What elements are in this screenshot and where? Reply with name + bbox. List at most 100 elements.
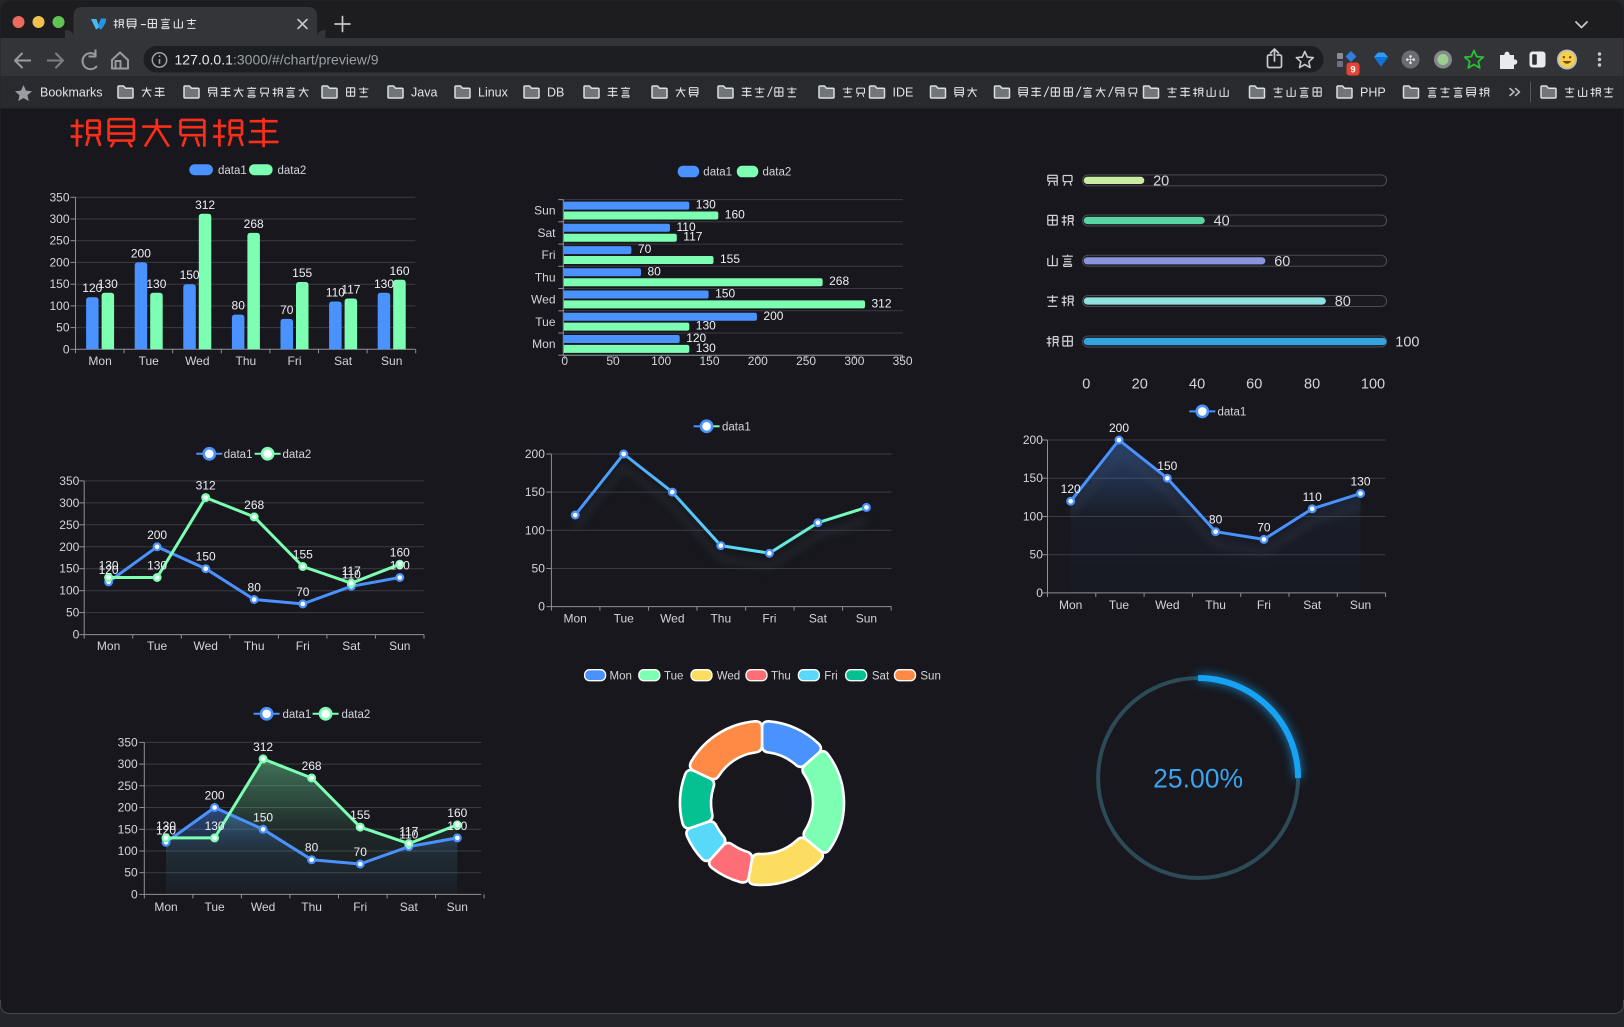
svg-text:100: 100 [118, 844, 138, 858]
svg-text:117: 117 [683, 230, 702, 244]
svg-text:100: 100 [1023, 510, 1043, 524]
svg-text:130: 130 [390, 559, 410, 573]
svg-text:Mon: Mon [610, 671, 632, 683]
svg-text:130: 130 [156, 819, 176, 833]
svg-text:Wed: Wed [717, 671, 740, 683]
svg-text:Tue: Tue [147, 639, 168, 653]
svg-text:110: 110 [342, 567, 361, 581]
svg-text:Sat: Sat [809, 612, 828, 626]
svg-text:Fri: Fri [542, 248, 556, 262]
svg-text:Tue: Tue [535, 315, 556, 329]
svg-text:Sun: Sun [381, 354, 402, 368]
svg-text:130: 130 [1350, 475, 1370, 489]
svg-text:312: 312 [195, 198, 215, 212]
svg-text:200: 200 [1109, 421, 1129, 435]
svg-text:200: 200 [748, 354, 768, 368]
svg-text:Mon: Mon [88, 354, 111, 368]
svg-text:0: 0 [1036, 586, 1043, 600]
svg-text:350: 350 [893, 354, 913, 368]
svg-text:Tue: Tue [614, 612, 635, 626]
svg-text:100: 100 [651, 354, 671, 368]
svg-text:Sun: Sun [534, 204, 555, 218]
svg-text:50: 50 [56, 321, 70, 335]
svg-text:80: 80 [1304, 377, 1320, 393]
svg-text:data2: data2 [283, 449, 312, 461]
svg-text:50: 50 [606, 354, 620, 368]
svg-text:200: 200 [147, 528, 167, 542]
svg-text:Tue: Tue [1109, 598, 1130, 612]
svg-text:200: 200 [131, 246, 151, 260]
svg-text:data2: data2 [342, 709, 371, 721]
svg-text:50: 50 [1030, 548, 1044, 562]
svg-text:150: 150 [196, 550, 216, 564]
svg-text:Fri: Fri [824, 671, 837, 683]
svg-text:Java: Java [411, 86, 437, 100]
svg-text:150: 150 [715, 287, 735, 301]
svg-text:70: 70 [638, 242, 652, 256]
svg-text:Thu: Thu [535, 270, 556, 284]
svg-text:100: 100 [1361, 377, 1385, 393]
svg-text:40: 40 [1214, 214, 1230, 230]
svg-text:120: 120 [1061, 482, 1081, 496]
svg-text:350: 350 [59, 474, 79, 488]
svg-text:130: 130 [146, 277, 166, 291]
svg-text:160: 160 [447, 806, 467, 820]
svg-text:80: 80 [1209, 513, 1223, 527]
svg-text:120: 120 [82, 281, 102, 295]
svg-text:160: 160 [725, 208, 745, 222]
svg-text:Fri: Fri [296, 639, 310, 653]
svg-text:70: 70 [354, 845, 368, 859]
svg-text:Tue: Tue [664, 671, 683, 683]
svg-text:0: 0 [73, 628, 80, 642]
svg-text:200: 200 [59, 540, 79, 554]
svg-text:Fri: Fri [1257, 598, 1271, 612]
svg-text:130: 130 [696, 341, 716, 355]
svg-text:80: 80 [1335, 294, 1351, 310]
svg-text:25.00%: 25.00% [1153, 764, 1243, 794]
svg-text:Mon: Mon [564, 612, 587, 626]
svg-text:Tue: Tue [204, 900, 225, 914]
svg-text:150: 150 [525, 485, 545, 499]
svg-text:200: 200 [118, 801, 138, 815]
svg-text:120: 120 [686, 331, 706, 345]
svg-text:150: 150 [118, 822, 138, 836]
svg-text:130: 130 [696, 319, 716, 333]
svg-text:Thu: Thu [1205, 598, 1226, 612]
svg-text:350: 350 [118, 735, 138, 749]
svg-text:data1: data1 [703, 167, 732, 179]
svg-text:data1: data1 [224, 449, 253, 461]
svg-text:data2: data2 [278, 165, 307, 177]
svg-text:Sat: Sat [1303, 598, 1322, 612]
svg-text:60: 60 [1246, 377, 1262, 393]
svg-text:250: 250 [49, 234, 69, 248]
svg-text:Thu: Thu [301, 900, 322, 914]
svg-text::3000/#/chart/preview/9: :3000/#/chart/preview/9 [233, 52, 379, 68]
svg-text:Sat: Sat [342, 639, 361, 653]
svg-text:160: 160 [389, 264, 409, 278]
svg-text:300: 300 [59, 496, 79, 510]
svg-text:250: 250 [118, 779, 138, 793]
svg-text:data2: data2 [763, 167, 792, 179]
svg-text:155: 155 [293, 548, 313, 562]
svg-text:117: 117 [399, 825, 418, 839]
svg-text:80: 80 [648, 264, 662, 278]
svg-text:40: 40 [1189, 377, 1205, 393]
svg-text:Linux: Linux [478, 86, 509, 100]
svg-text:110: 110 [399, 828, 418, 842]
svg-text:80: 80 [248, 581, 262, 595]
svg-text:312: 312 [872, 296, 892, 310]
svg-text:117: 117 [341, 283, 360, 297]
svg-text:130: 130 [98, 277, 118, 291]
svg-text:130: 130 [147, 559, 167, 573]
svg-text:Wed: Wed [251, 900, 275, 914]
svg-text:Thu: Thu [710, 612, 731, 626]
svg-text:0: 0 [561, 354, 568, 368]
svg-text:0: 0 [63, 342, 70, 356]
svg-text:150: 150 [49, 277, 69, 291]
svg-text:130: 130 [374, 277, 394, 291]
svg-text:150: 150 [253, 810, 273, 824]
svg-text:Wed: Wed [185, 354, 209, 368]
svg-text:268: 268 [829, 274, 849, 288]
svg-text:Mon: Mon [97, 639, 120, 653]
svg-text:Mon: Mon [1059, 598, 1082, 612]
